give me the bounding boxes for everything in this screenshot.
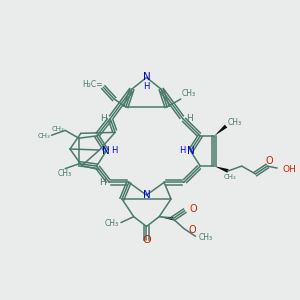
Text: CH₃: CH₃ (228, 118, 242, 127)
Text: N: N (142, 73, 150, 82)
Text: CH₂: CH₂ (51, 126, 64, 132)
Text: O: O (190, 204, 197, 214)
Text: H: H (143, 82, 150, 91)
Text: OH: OH (283, 164, 297, 173)
Text: N: N (142, 190, 150, 200)
Text: O: O (142, 235, 151, 245)
Text: CH₃: CH₃ (182, 88, 196, 98)
Text: H: H (180, 146, 186, 155)
Polygon shape (159, 217, 173, 220)
Text: H: H (186, 114, 193, 123)
Text: N: N (102, 146, 110, 156)
Text: H: H (100, 114, 107, 123)
Text: CH₃: CH₃ (198, 233, 213, 242)
Text: H₂C=: H₂C= (82, 80, 102, 89)
Text: N: N (187, 146, 194, 156)
Text: O: O (266, 156, 273, 166)
Text: O: O (189, 225, 196, 236)
Text: CH₃: CH₃ (58, 169, 72, 178)
Text: H: H (99, 178, 106, 187)
Text: CH₂: CH₂ (224, 174, 236, 180)
Polygon shape (214, 124, 227, 136)
Text: H: H (111, 146, 117, 155)
Text: CH₃: CH₃ (38, 133, 50, 139)
Text: CH₃: CH₃ (105, 219, 119, 228)
Polygon shape (214, 166, 229, 173)
